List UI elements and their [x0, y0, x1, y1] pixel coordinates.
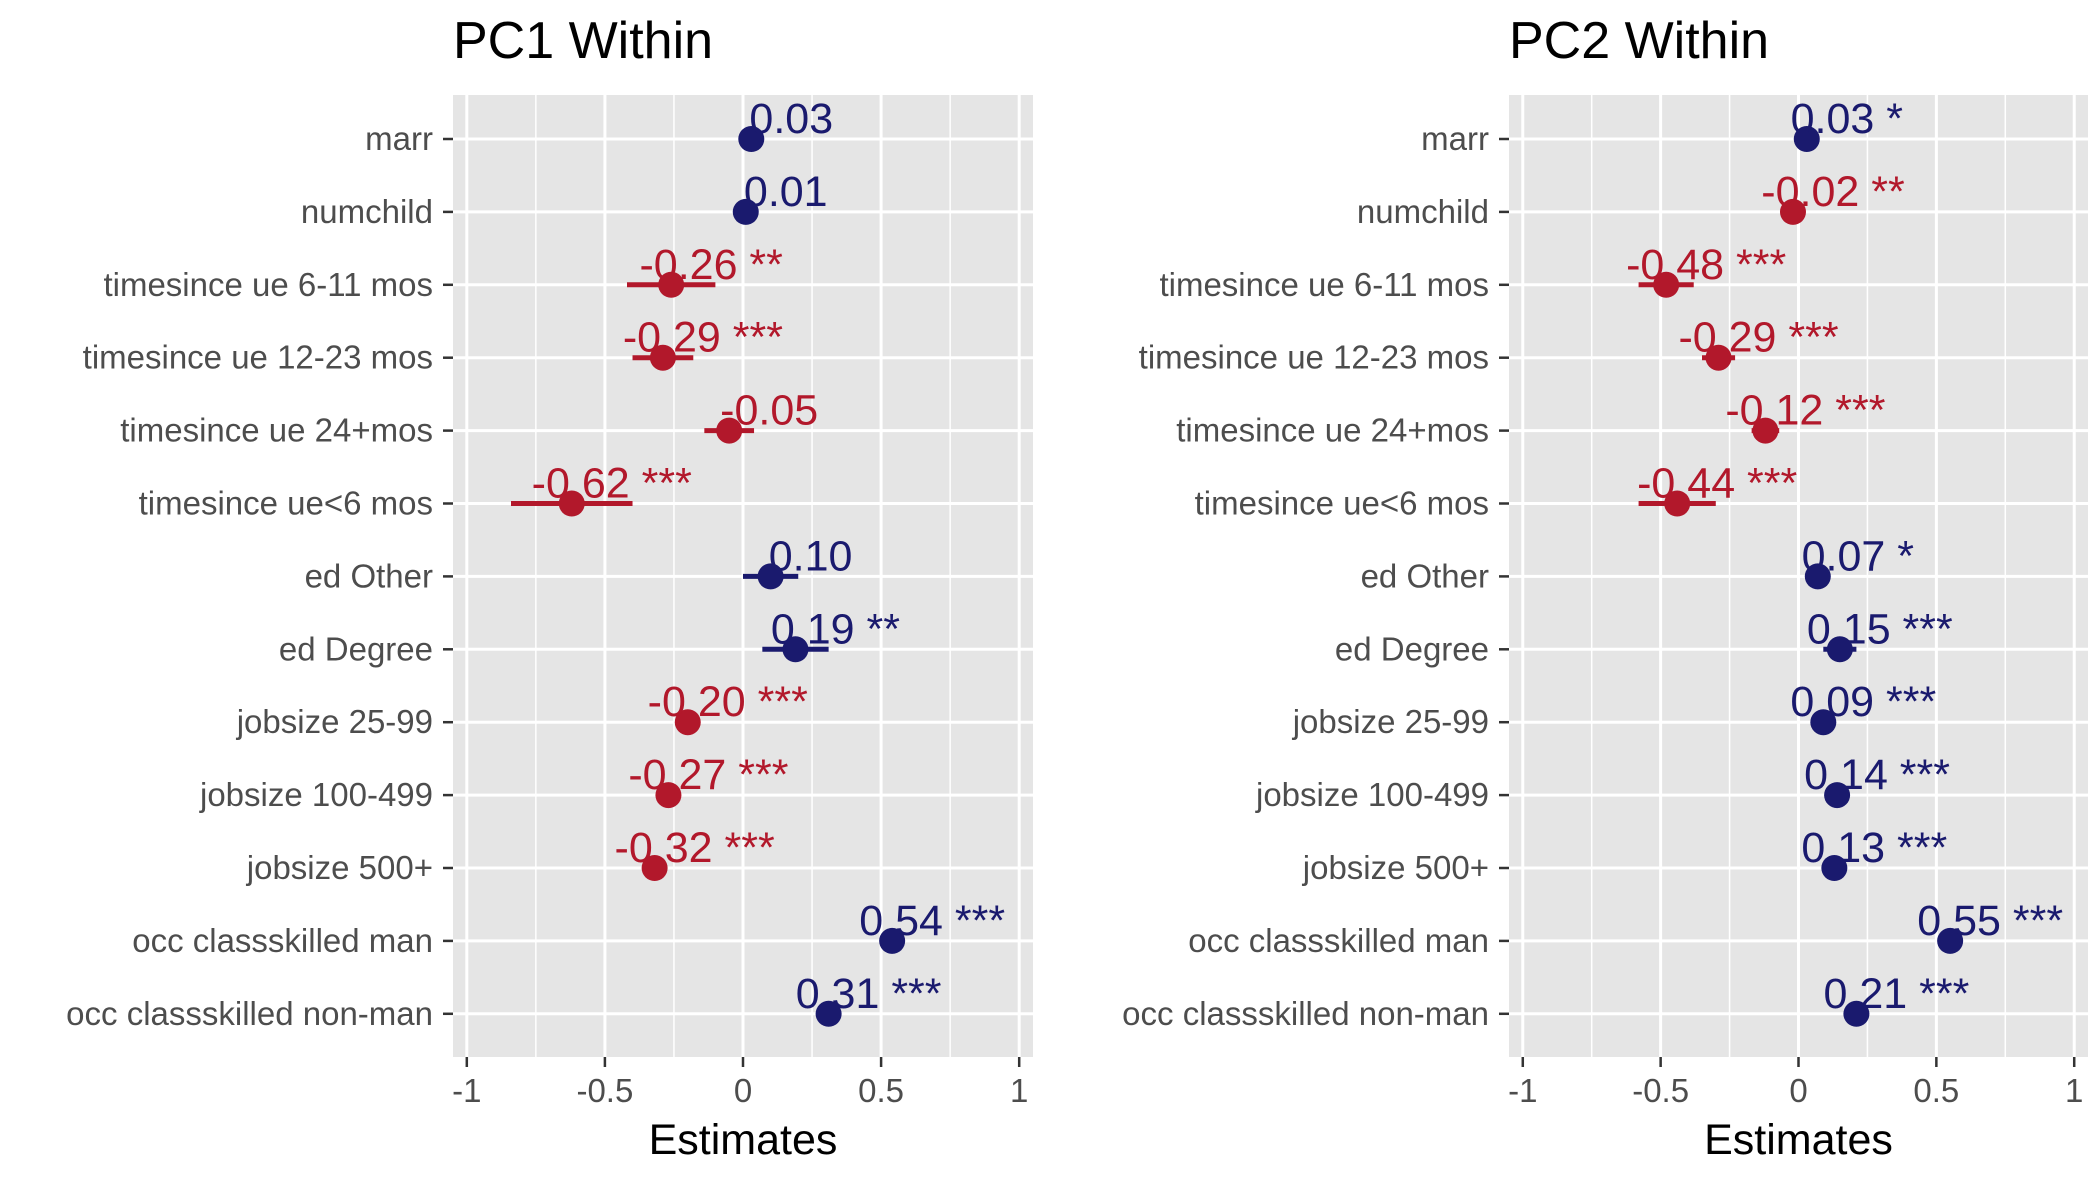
point-ed-degree: [1826, 636, 1853, 663]
data-label-occ-classskilled-non-man: 0.31 ***: [796, 970, 942, 1018]
y-tick-label-timesince-ue-24-mos: timesince ue 24+mos: [1176, 412, 1489, 449]
point-occ-classskilled-man: [1937, 927, 1964, 954]
data-label-ed-degree: 0.15 ***: [1807, 605, 1953, 653]
data-label-marr: 0.03: [749, 95, 833, 143]
y-tick-label-timesince-ue-6-mos: timesince ue<6 mos: [1195, 485, 1489, 522]
y-tick-label-ed-degree: ed Degree: [279, 630, 433, 667]
y-tick-label-jobsize-100-499: jobsize 100-499: [1255, 776, 1489, 813]
y-tick-label-numchild: numchild: [1357, 193, 1489, 230]
x-tick-label: 0.5: [1913, 1072, 1959, 1109]
panel-2: PC2 Within marr numchild timesince ue 6-11 …: [1122, 12, 2088, 1164]
point-marr: [1793, 126, 1820, 152]
x-tick-label: 1: [1010, 1072, 1028, 1109]
point-timesince-ue-6-11-mos: [658, 271, 685, 298]
y-tick-label-marr: marr: [365, 120, 433, 157]
data-label-timesince-ue-24-mos: -0.12 ***: [1725, 387, 1885, 435]
panel-1: PC1 Within marr numchild timesince ue 6-11 …: [66, 12, 1033, 1164]
point-ed-other: [1804, 563, 1831, 590]
data-label-timesince-ue-6-mos: -0.44 ***: [1637, 460, 1797, 508]
data-label-jobsize-25-99: 0.09 ***: [1790, 678, 1936, 726]
data-label-timesince-ue-6-11-mos: -0.48 ***: [1626, 241, 1786, 289]
y-tick-label-jobsize-500: jobsize 500+: [246, 849, 433, 886]
point-occ-classskilled-non-man: [1843, 1000, 1870, 1027]
y-tick-label-occ-classskilled-man: occ classskilled man: [132, 922, 433, 959]
y-tick-label-timesince-ue-6-11-mos: timesince ue 6-11 mos: [1159, 266, 1489, 303]
y-tick-label-occ-classskilled-non-man: occ classskilled non-man: [1122, 995, 1489, 1032]
point-timesince-ue-6-11-mos: [1653, 271, 1680, 298]
y-tick-label-timesince-ue-24-mos: timesince ue 24+mos: [120, 412, 433, 449]
point-numchild: [1779, 198, 1806, 225]
point-jobsize-25-99: [674, 709, 701, 736]
x-axis-label: Estimates: [649, 1116, 838, 1164]
x-tick-label: 0: [1789, 1072, 1807, 1109]
y-tick-label-ed-degree: ed Degree: [1335, 630, 1489, 667]
y-tick-label-numchild: numchild: [301, 193, 433, 230]
point-timesince-ue-24-mos: [716, 417, 743, 444]
y-tick-label-jobsize-100-499: jobsize 100-499: [199, 776, 433, 813]
y-tick-label-timesince-ue-12-23-mos: timesince ue 12-23 mos: [83, 339, 433, 376]
data-label-timesince-ue-6-mos: -0.62 ***: [532, 460, 692, 508]
y-tick-label-jobsize-25-99: jobsize 25-99: [1292, 703, 1489, 740]
x-tick-label: 0.5: [858, 1072, 904, 1109]
point-ed-other: [757, 563, 784, 590]
y-tick-label-ed-other: ed Other: [1361, 557, 1489, 594]
data-label-ed-other: 0.07 *: [1802, 532, 1915, 580]
y-tick-label-marr: marr: [1421, 120, 1489, 157]
x-tick-label: 0: [734, 1072, 752, 1109]
data-label-numchild: 0.01: [744, 168, 828, 216]
y-tick-label-timesince-ue-12-23-mos: timesince ue 12-23 mos: [1139, 339, 1489, 376]
point-jobsize-500: [1821, 855, 1848, 881]
y-tick-label-occ-classskilled-non-man: occ classskilled non-man: [66, 995, 433, 1032]
point-timesince-ue-12-23-mos: [649, 344, 676, 371]
point-ed-degree: [782, 636, 809, 663]
data-label-jobsize-100-499: -0.27 ***: [628, 751, 788, 799]
data-label-jobsize-500: -0.32 ***: [615, 824, 775, 872]
point-jobsize-500: [641, 855, 668, 881]
data-label-ed-degree: 0.19 **: [771, 605, 900, 653]
data-label-timesince-ue-24-mos: -0.05: [720, 387, 818, 435]
y-tick-label-occ-classskilled-man: occ classskilled man: [1188, 922, 1489, 959]
data-label-marr: 0.03 *: [1791, 95, 1904, 143]
point-jobsize-25-99: [1810, 709, 1837, 736]
point-timesince-ue-6-mos: [1664, 490, 1691, 517]
point-numchild: [732, 198, 759, 225]
x-tick-label: 1: [2065, 1072, 2083, 1109]
x-tick-label: -0.5: [1632, 1072, 1689, 1109]
data-label-jobsize-100-499: 0.14 ***: [1804, 751, 1950, 799]
point-occ-classskilled-man: [879, 927, 906, 954]
point-timesince-ue-24-mos: [1752, 417, 1779, 444]
point-marr: [738, 126, 765, 152]
y-tick-label-timesince-ue-6-11-mos: timesince ue 6-11 mos: [103, 266, 433, 303]
data-label-numchild: -0.02 **: [1761, 168, 1905, 216]
y-tick-label-ed-other: ed Other: [305, 557, 433, 594]
y-tick-label-timesince-ue-6-mos: timesince ue<6 mos: [139, 485, 433, 522]
point-timesince-ue-12-23-mos: [1705, 344, 1732, 371]
data-label-timesince-ue-12-23-mos: -0.29 ***: [623, 314, 783, 362]
data-label-timesince-ue-12-23-mos: -0.29 ***: [1678, 314, 1838, 362]
panel-title: PC1 Within: [453, 12, 713, 70]
x-tick-label: -1: [1508, 1072, 1537, 1109]
point-jobsize-100-499: [1824, 782, 1851, 809]
data-label-ed-other: 0.10: [769, 532, 853, 580]
data-label-jobsize-500: 0.13 ***: [1801, 824, 1947, 872]
data-label-occ-classskilled-man: 0.54 ***: [859, 897, 1005, 945]
point-timesince-ue-6-mos: [558, 490, 585, 517]
y-tick-label-jobsize-25-99: jobsize 25-99: [236, 703, 433, 740]
x-tick-label: -1: [452, 1072, 481, 1109]
x-tick-label: -0.5: [576, 1072, 633, 1109]
data-label-occ-classskilled-non-man: 0.21 ***: [1823, 970, 1969, 1018]
data-label-timesince-ue-6-11-mos: -0.26 **: [639, 241, 783, 289]
y-tick-label-jobsize-500: jobsize 500+: [1302, 849, 1489, 886]
point-jobsize-100-499: [655, 782, 682, 809]
data-label-occ-classskilled-man: 0.55 ***: [1917, 897, 2063, 945]
data-label-jobsize-25-99: -0.20 ***: [648, 678, 808, 726]
point-occ-classskilled-non-man: [815, 1000, 842, 1027]
panel-title: PC2 Within: [1509, 12, 1769, 70]
x-axis-label: Estimates: [1704, 1116, 1893, 1164]
